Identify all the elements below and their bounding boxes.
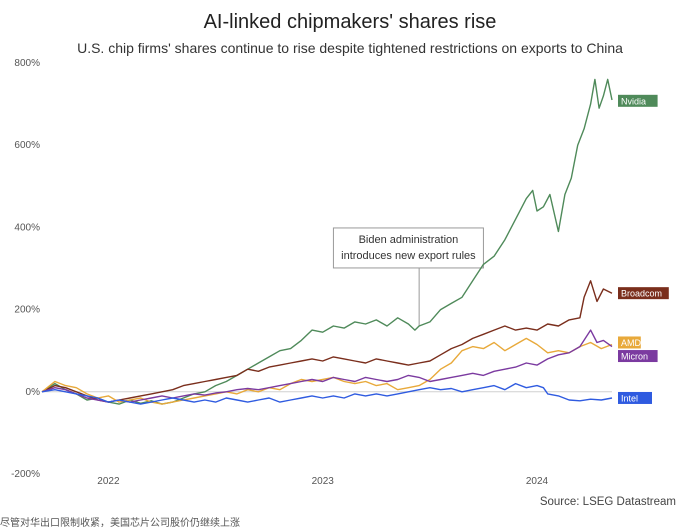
end-label-nvidia: Nvidia bbox=[618, 94, 658, 107]
end-label-micron: Micron bbox=[618, 350, 658, 363]
y-tick-label: 0% bbox=[26, 387, 41, 398]
end-label-text: Intel bbox=[621, 393, 638, 403]
footer-caption: 尽管对华出口限制收紧，美国芯片公司股价仍继续上涨 bbox=[0, 518, 240, 529]
y-tick-label: 200% bbox=[14, 305, 40, 316]
y-tick-label: 800% bbox=[14, 58, 40, 69]
end-label-intel: Intel bbox=[618, 391, 652, 404]
chart-subtitle: U.S. chip firms' shares continue to rise… bbox=[77, 40, 623, 56]
chart-title: AI-linked chipmakers' shares rise bbox=[203, 11, 497, 33]
series-line-amd bbox=[41, 337, 613, 405]
y-tick-label: -200% bbox=[11, 469, 40, 480]
annotation-box bbox=[332, 227, 484, 269]
x-tick-label: 2023 bbox=[312, 476, 335, 487]
end-label-tag bbox=[618, 336, 641, 349]
x-tick-label: 2022 bbox=[97, 476, 120, 487]
y-tick-label: 400% bbox=[14, 222, 40, 233]
end-label-text: Micron bbox=[621, 352, 648, 362]
series-line-intel bbox=[41, 382, 613, 405]
y-tick-label: 600% bbox=[14, 140, 40, 151]
annotation-text: Biden administration bbox=[359, 234, 459, 246]
annotation-text: introduces new export rules bbox=[341, 250, 476, 262]
end-label-text: AMD bbox=[621, 338, 642, 348]
x-tick-label: 2024 bbox=[526, 476, 549, 487]
end-label-amd: AMD bbox=[618, 336, 642, 349]
source-note: Source: LSEG Datastream bbox=[539, 496, 676, 508]
end-label-broadcom: Broadcom bbox=[618, 287, 669, 300]
end-label-tag bbox=[618, 94, 658, 107]
series-line-micron bbox=[41, 329, 613, 403]
end-label-text: Broadcom bbox=[621, 289, 662, 299]
end-label-tag bbox=[618, 391, 652, 404]
end-label-tag bbox=[618, 287, 669, 300]
series-line-broadcom bbox=[41, 280, 613, 403]
end-label-text: Nvidia bbox=[621, 96, 646, 106]
end-label-tag bbox=[618, 350, 658, 363]
series-line-nvidia bbox=[41, 78, 613, 405]
